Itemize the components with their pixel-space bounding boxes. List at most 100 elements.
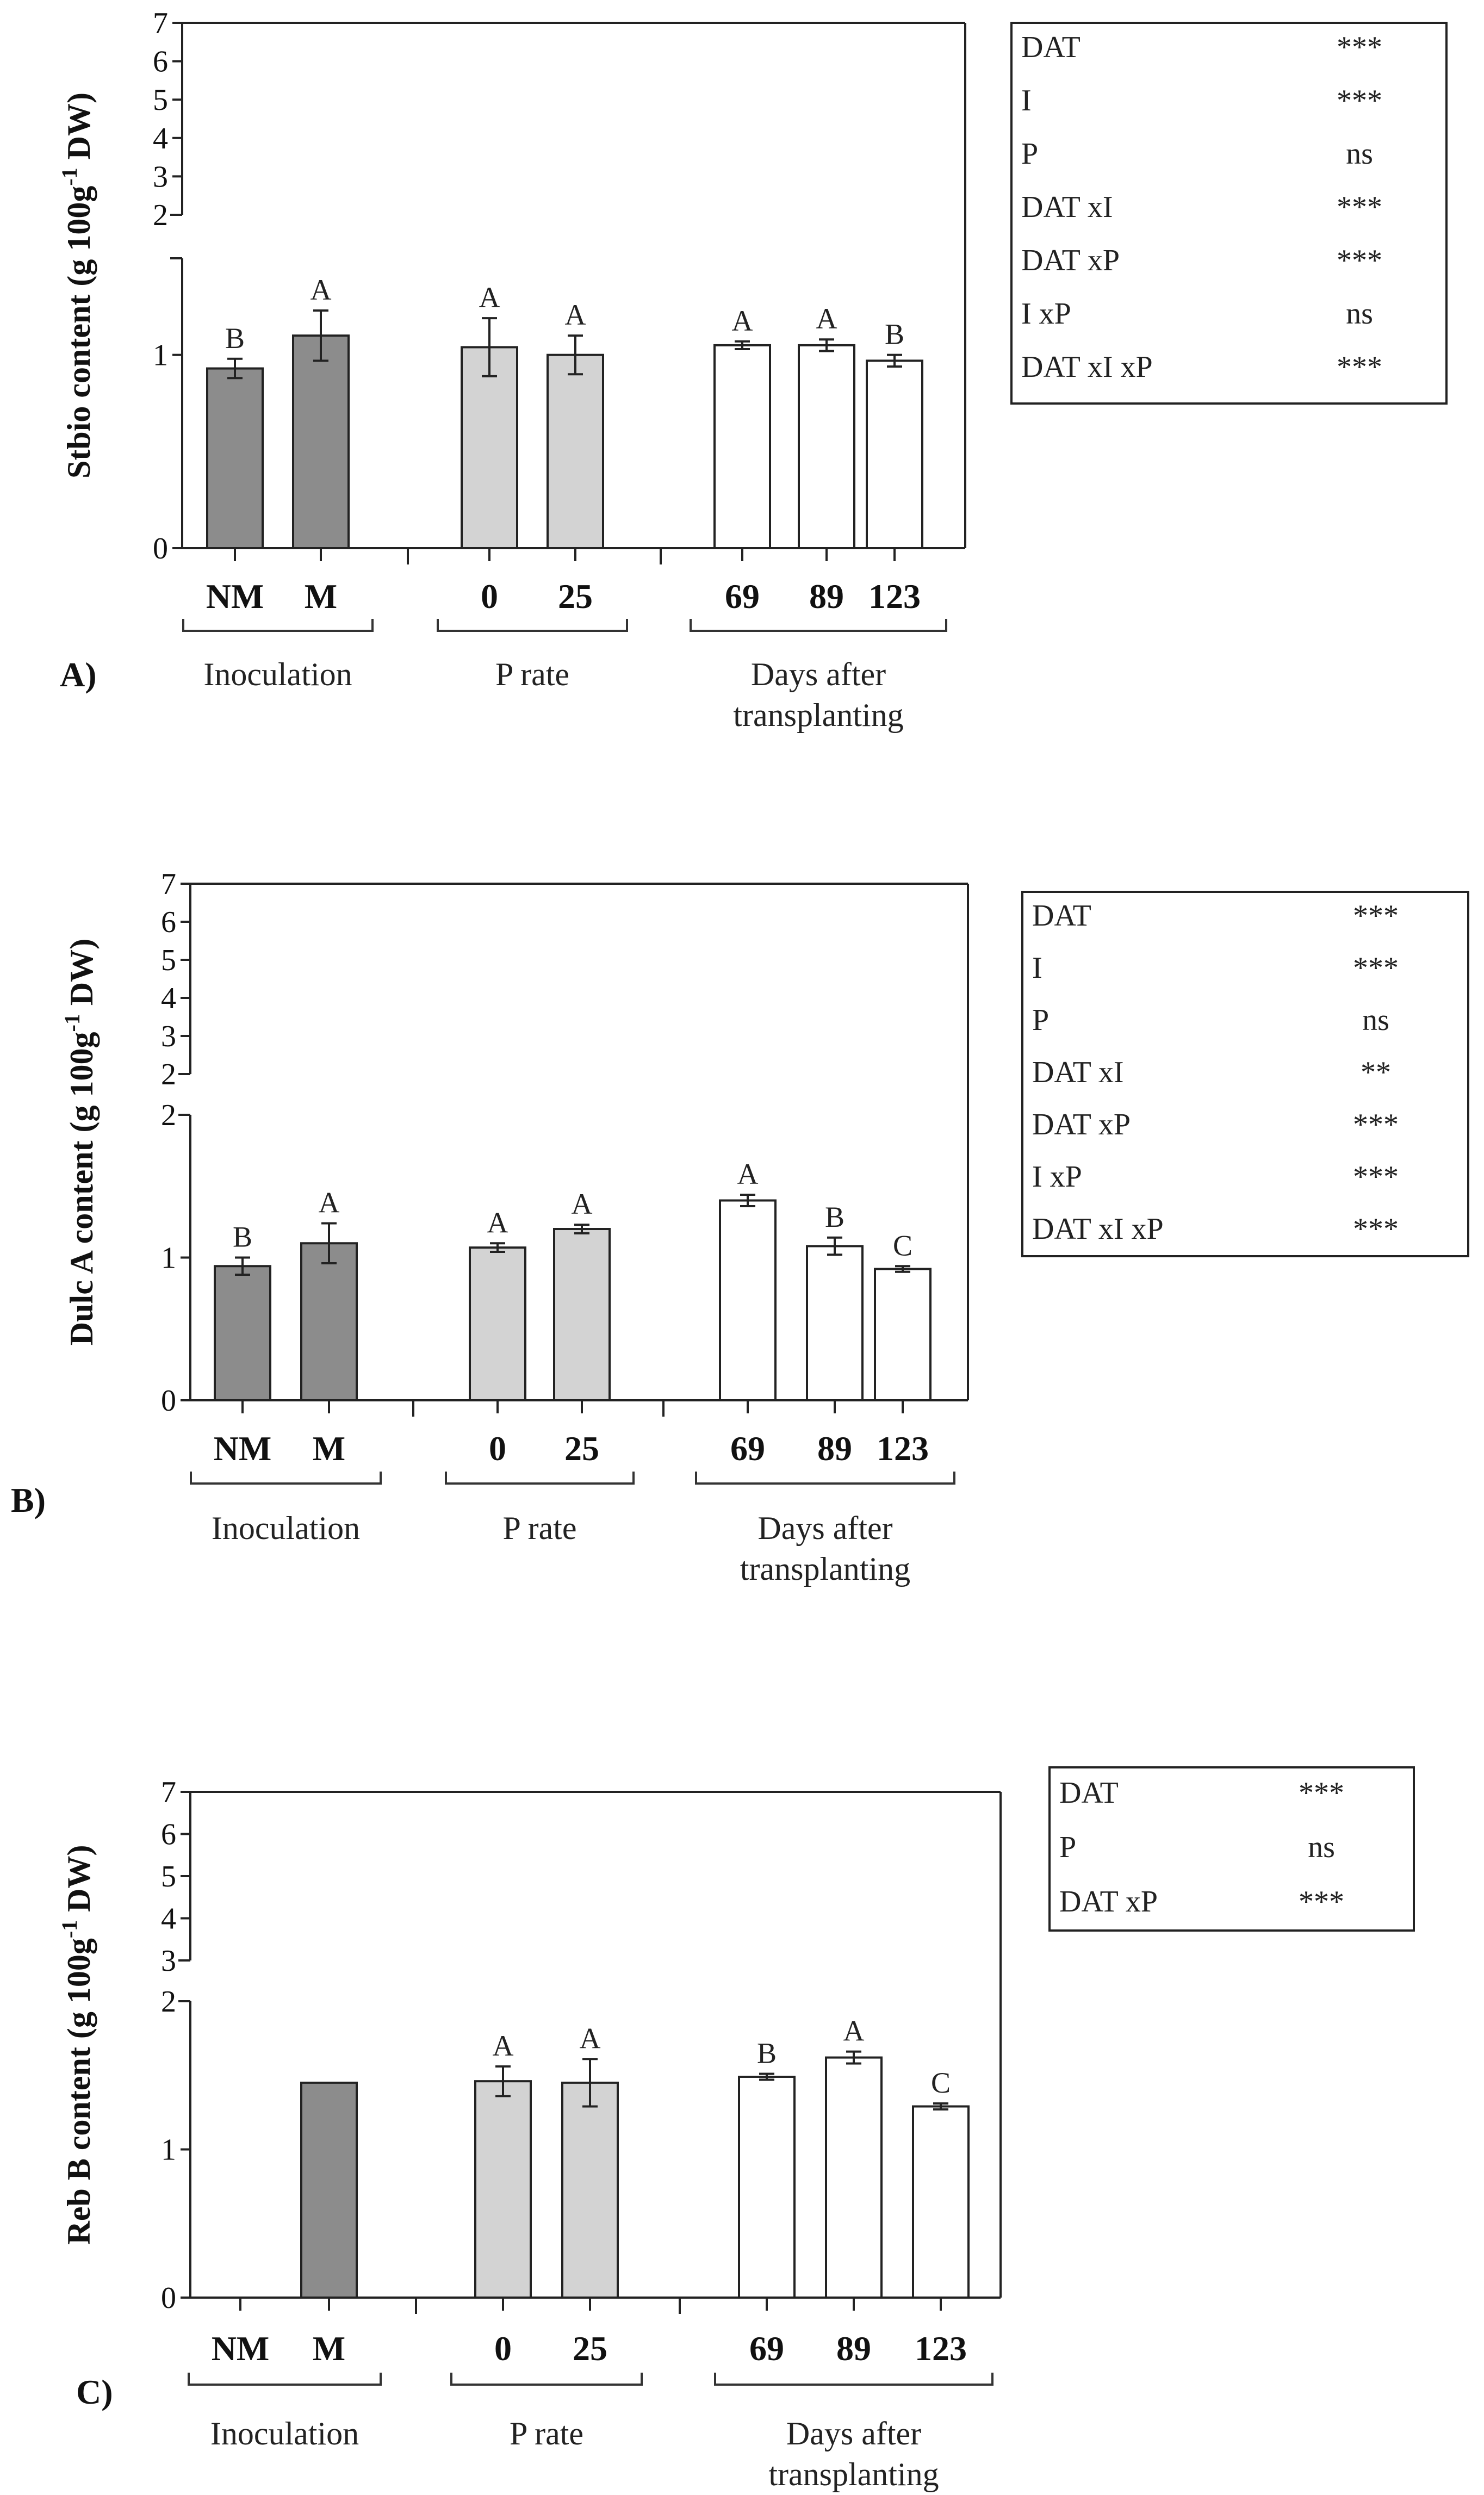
stats-significance: *** xyxy=(1337,190,1382,224)
y-axis-label-main: Stbio content (g 100g xyxy=(61,186,97,479)
significance-letter: A xyxy=(737,1158,759,1190)
significance-letter: A xyxy=(843,2015,865,2047)
group-bracket xyxy=(690,619,947,632)
stats-term: P xyxy=(1021,137,1038,171)
stats-term: DAT xyxy=(1059,1776,1119,1810)
y-tick-label: 6 xyxy=(161,905,176,939)
bar-NM xyxy=(214,1265,271,1401)
group-bracket xyxy=(182,619,374,632)
significance-letter: A xyxy=(732,305,753,337)
y-tick-label: 6 xyxy=(161,1818,176,1852)
bar-NM xyxy=(206,367,264,549)
significance-letter: B xyxy=(233,1221,252,1253)
x-category-label: 25 xyxy=(558,577,593,616)
y-tick-label: 5 xyxy=(161,944,176,977)
group-label: Days after xyxy=(786,2416,921,2451)
x-category-label: 123 xyxy=(877,1429,929,1468)
significance-letter: B xyxy=(885,318,904,351)
stats-term: I xP xyxy=(1021,297,1071,331)
significance-letter: A xyxy=(487,1206,508,1239)
bar-89 xyxy=(798,344,855,550)
y-tick-label: 2 xyxy=(161,1985,176,2019)
bar-69 xyxy=(738,2075,796,2299)
y-axis-label-main: Dulc A content (g 100g xyxy=(64,1032,100,1345)
stats-significance: *** xyxy=(1299,1776,1344,1810)
stats-significance: *** xyxy=(1337,350,1382,384)
x-category-label: NM xyxy=(212,2329,270,2368)
x-category-label: NM xyxy=(214,1429,272,1468)
panel-label: C) xyxy=(76,2373,113,2411)
bar-89 xyxy=(825,2056,883,2299)
stats-term: DAT xI xP xyxy=(1032,1212,1164,1246)
group-label: Days after xyxy=(757,1510,892,1546)
y-axis-label-sup: -1 xyxy=(60,1014,84,1032)
chart-panel-2: 2 3 4 5 6 7 0 1 2 Dulc A content (g 100g-1 DW) B NM… xyxy=(11,867,1469,1587)
stats-significance: *** xyxy=(1299,1885,1344,1919)
bar-69 xyxy=(713,344,771,550)
group-label: transplanting xyxy=(733,697,903,733)
significance-letter: A xyxy=(319,1187,340,1219)
significance-letter: B xyxy=(757,2037,777,2070)
stats-significance: *** xyxy=(1353,899,1399,933)
group-bracket xyxy=(450,2373,643,2386)
y-axis-label-end: DW) xyxy=(61,1845,97,1920)
y-axis-label-sup: -1 xyxy=(57,167,82,185)
stats-significance: *** xyxy=(1353,951,1399,985)
bar-M xyxy=(292,334,350,550)
stats-term: DAT xI xyxy=(1021,190,1113,224)
y-tick-label: 3 xyxy=(161,1020,176,1053)
stats-term: DAT xI xyxy=(1032,1056,1124,1089)
y-tick-label: 2 xyxy=(153,198,168,232)
x-category-label: 69 xyxy=(730,1429,765,1468)
x-category-label: 123 xyxy=(915,2329,967,2368)
x-category-label: NM xyxy=(206,577,264,616)
stats-significance: *** xyxy=(1337,244,1382,277)
stats-significance: ns xyxy=(1346,137,1373,171)
group-label: Inoculation xyxy=(203,656,352,692)
significance-letter: A xyxy=(572,1188,593,1220)
y-tick-label: 7 xyxy=(153,7,168,40)
x-category-label: 25 xyxy=(573,2329,607,2368)
significance-letter: B xyxy=(825,1201,845,1233)
y-axis-label-sup: -1 xyxy=(57,1920,82,1938)
x-category-label: 89 xyxy=(809,577,844,616)
y-tick-label: 0 xyxy=(153,532,168,566)
group-bracket xyxy=(714,2373,994,2386)
group-label: Inoculation xyxy=(210,2416,359,2451)
y-tick-label: 4 xyxy=(153,122,168,156)
y-tick-label: 7 xyxy=(161,1776,176,1809)
chart-panel-3: 3 4 5 6 7 0 1 2 Reb B content (g 100g-1 DW) NM M In… xyxy=(57,1766,1415,2492)
y-tick-label: 6 xyxy=(153,45,168,79)
y-tick-label: 5 xyxy=(153,83,168,117)
stats-term: I xyxy=(1021,84,1032,117)
stats-significance: *** xyxy=(1337,84,1382,117)
x-category-label: M xyxy=(313,2329,345,2368)
bar-89 xyxy=(806,1245,864,1401)
stats-significance: ns xyxy=(1346,297,1373,331)
x-category-label: 89 xyxy=(836,2329,871,2368)
y-axis-label: Dulc A content (g 100g-1 DW) xyxy=(60,939,100,1345)
bar-69 xyxy=(719,1199,777,1401)
y-tick-label: 2 xyxy=(161,1098,176,1132)
y-axis-label: Stbio content (g 100g-1 DW) xyxy=(57,92,97,479)
x-category-label: 69 xyxy=(725,577,760,616)
bar-0 xyxy=(469,1246,526,1401)
stats-table-box xyxy=(1048,1766,1415,1932)
stats-table-box xyxy=(1021,891,1469,1257)
stats-term: DAT xyxy=(1032,899,1091,933)
group-label: transplanting xyxy=(768,2456,939,2492)
bar-M xyxy=(300,2081,358,2299)
chart-panel-1: 2 3 4 5 6 7 0 1 Stbio content (g 100g-1 DW) B NM A M… xyxy=(57,7,1448,733)
significance-letter: A xyxy=(565,299,586,331)
stats-table-box xyxy=(1010,22,1448,405)
group-bracket xyxy=(695,1472,955,1485)
group-label: P rate xyxy=(510,2416,583,2451)
group-bracket xyxy=(190,1472,382,1485)
y-tick-label: 4 xyxy=(161,1902,176,1936)
panel-label: B) xyxy=(11,1481,46,1519)
stats-significance: *** xyxy=(1353,1212,1399,1246)
group-bracket xyxy=(437,619,628,632)
y-tick-label: 1 xyxy=(161,1242,176,1275)
y-axis-label: Reb B content (g 100g-1 DW) xyxy=(57,1845,97,2245)
group-label: P rate xyxy=(495,656,569,692)
